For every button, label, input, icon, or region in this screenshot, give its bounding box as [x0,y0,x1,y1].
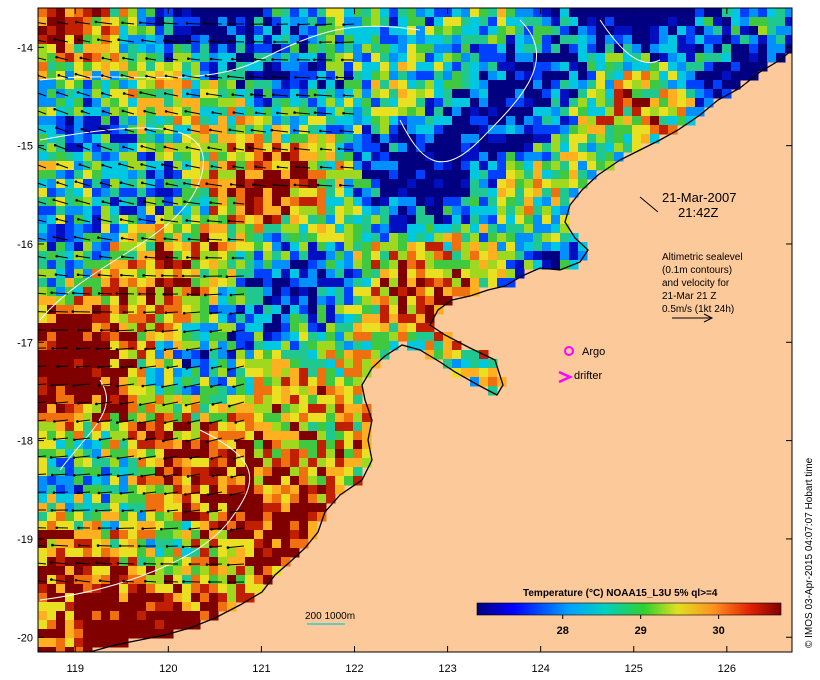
coastline [89,49,792,652]
legend-line-1: Altimetric sealevel [662,252,743,263]
argo-label: Argo [582,346,605,358]
colorbar-title: Temperature (°C) NOAA15_L3U 5% ql>=4 [523,588,718,599]
y-tick-label: -15 [17,141,33,153]
velocity-vectors [38,20,355,584]
velocity-legend: Altimetric sealevel (0.1m contours) and … [662,252,743,323]
y-tick-label: -18 [17,436,33,448]
contour-line [39,127,204,321]
argo-circle-icon [564,346,574,356]
x-tick-label: 120 [159,663,177,675]
y-tick-label: -19 [17,534,33,546]
argo-marker: Argo [564,346,605,358]
x-tick-label: 123 [438,663,456,675]
time-label: 21:42Z [678,205,719,220]
x-tick-label: 125 [625,663,643,675]
y-tick-label: -17 [17,337,33,349]
date-pointer-line [639,196,659,213]
x-tick-label: 119 [66,663,84,675]
credit-text: © IMOS 03-Apr-2015 04:07:07 Hobart time [804,457,815,648]
legend-line-3: and velocity for [662,278,730,289]
x-tick-label: 121 [252,663,270,675]
colorbar: Temperature (°C) NOAA15_L3U 5% ql>=4 28 2… [476,588,782,637]
map-plot-area [38,8,792,652]
colorbar-tick-label: 28 [557,625,569,637]
contour-line [399,19,538,163]
legend-line-2: (0.1m contours) [662,265,732,276]
drifter-chevron-icon [558,370,574,384]
plot-border [37,7,793,653]
x-tick-label: 126 [718,663,736,675]
drifter-marker: drifter [558,370,602,384]
legend-scale-arrowhead [703,313,714,323]
colorbar-tick-label: 29 [635,625,647,637]
x-tick-label: 124 [531,663,549,675]
sst-field [38,8,792,652]
contour-line [39,429,251,601]
colorbar-gradient [476,602,782,616]
contour-line [599,19,661,64]
isobath-label: 200 1000m [305,611,355,622]
y-tick-label: -16 [17,239,33,251]
isobath-legend: 200 1000m [305,611,355,625]
colorbar-ticks: 28 29 30 [557,615,725,637]
legend-line-5: 0.5m/s (1kt 24h) [662,304,734,315]
drifter-label: drifter [574,370,602,382]
x-axis: 119 120 121 122 123 124 125 126 [66,8,736,675]
x-tick-label: 122 [345,663,363,675]
y-tick-label: -14 [17,42,33,54]
legend-line-4: 21-Mar 21 Z [662,291,716,302]
date-label: 21-Mar-2007 [662,190,736,205]
y-axis: -14 -15 -16 -17 -18 -19 -20 [17,42,792,644]
colorbar-tick-label: 30 [713,625,725,637]
y-tick-label: -20 [17,632,33,644]
